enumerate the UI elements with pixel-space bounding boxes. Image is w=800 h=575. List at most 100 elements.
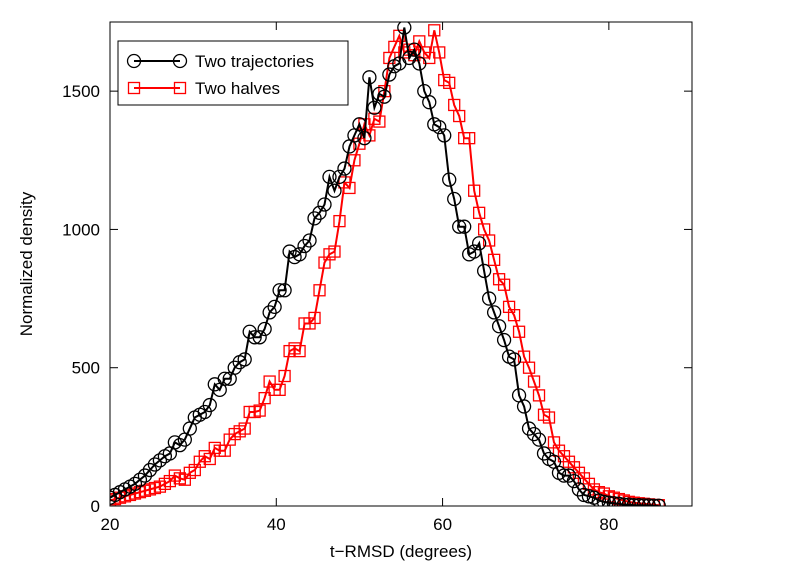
y-axis-label: Normalized density	[17, 191, 36, 336]
data-point	[463, 132, 476, 145]
legend-marker	[127, 81, 141, 95]
series-line	[110, 30, 659, 506]
data-point	[142, 462, 158, 478]
data-point	[507, 309, 521, 322]
y-tick-label: 500	[72, 359, 100, 378]
data-point	[536, 446, 552, 461]
data-point	[258, 391, 271, 405]
data-point	[506, 352, 522, 367]
data-point	[353, 137, 366, 150]
data-point	[397, 22, 412, 35]
data-point	[497, 278, 511, 291]
data-point	[412, 56, 427, 71]
data-point	[631, 498, 646, 506]
data-point	[453, 109, 466, 123]
data-point	[467, 244, 482, 259]
data-point	[238, 422, 251, 435]
data-point	[313, 284, 326, 297]
data-point	[571, 482, 587, 497]
data-point	[516, 399, 532, 414]
legend-label: Two halves	[195, 79, 280, 98]
data-point	[373, 115, 386, 128]
data-point	[531, 432, 547, 447]
data-point	[422, 95, 437, 110]
data-point	[542, 411, 556, 424]
data-point	[526, 426, 542, 442]
legend: Two trajectories Two halves	[117, 40, 349, 106]
data-point	[382, 67, 397, 82]
data-point	[227, 360, 242, 375]
data-point	[322, 169, 337, 185]
data-point	[611, 496, 626, 506]
data-point	[278, 369, 291, 383]
legend-item-two-trajectories: Two trajectories	[126, 52, 314, 71]
data-point	[312, 205, 327, 220]
x-tick-label: 40	[267, 515, 286, 534]
data-point	[527, 375, 541, 388]
data-point	[472, 236, 487, 251]
data-point	[307, 211, 322, 226]
data-point	[428, 24, 441, 37]
data-point	[601, 495, 617, 506]
x-tick-label: 20	[101, 515, 120, 534]
data-point	[332, 169, 347, 185]
data-point	[486, 305, 502, 320]
legend-box	[117, 40, 349, 106]
data-point	[257, 321, 272, 337]
data-point	[137, 468, 153, 483]
data-point	[496, 332, 512, 348]
data-point	[407, 42, 422, 57]
data-point	[522, 361, 536, 374]
data-point	[561, 468, 577, 483]
data-point	[202, 397, 217, 413]
data-point	[237, 352, 252, 367]
series-two-trajectories	[110, 22, 666, 506]
data-point	[267, 299, 282, 315]
data-point	[443, 76, 456, 89]
data-point	[277, 283, 292, 298]
data-point	[437, 128, 452, 143]
legend-marker	[172, 53, 188, 69]
data-point	[596, 494, 612, 506]
series-two-halves	[110, 24, 665, 506]
y-tick-label: 1000	[62, 220, 100, 239]
data-point	[273, 383, 286, 396]
data-point	[487, 253, 501, 267]
data-point	[262, 305, 277, 320]
data-point	[432, 119, 447, 135]
legend-marker	[126, 53, 142, 69]
data-point	[452, 219, 467, 234]
data-point	[302, 233, 317, 248]
legend-item-two-halves: Two halves	[127, 79, 280, 98]
data-point	[127, 476, 143, 492]
data-point	[308, 311, 321, 325]
x-axis-label: t−RMSD (degrees)	[330, 542, 472, 561]
data-point	[512, 325, 526, 338]
data-point	[566, 473, 582, 489]
data-point	[362, 70, 377, 85]
data-point	[641, 498, 656, 506]
data-point	[282, 244, 297, 259]
data-point	[532, 389, 546, 402]
data-point	[333, 214, 346, 228]
data-point	[591, 493, 607, 506]
data-point	[468, 184, 481, 197]
data-point	[482, 234, 496, 247]
data-point	[636, 498, 651, 506]
data-point	[491, 319, 507, 334]
data-point	[253, 404, 266, 417]
data-point	[473, 206, 486, 219]
y-tick-label: 0	[91, 497, 100, 516]
data-point	[132, 472, 148, 487]
data-point	[252, 330, 267, 345]
data-point	[352, 117, 367, 132]
data-point	[626, 498, 641, 506]
data-point	[247, 330, 262, 345]
data-point	[317, 197, 332, 212]
data-point	[621, 497, 636, 506]
x-tick-label: 60	[433, 515, 452, 534]
y-tick-label: 1500	[62, 82, 100, 101]
data-point	[348, 154, 361, 167]
data-point	[433, 46, 446, 59]
